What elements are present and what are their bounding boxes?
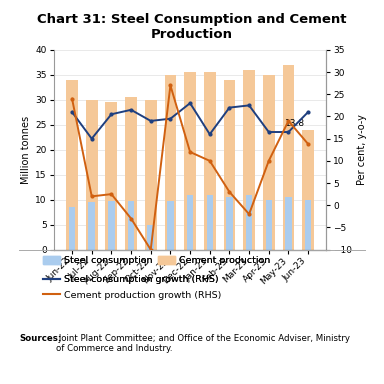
Bar (263, 75, 275, 250)
Bar (285, 197, 292, 250)
Bar (147, 225, 154, 250)
Steel consumption growth (RHS) (207, 132, 212, 137)
Legend: Steel consumption, Cement production: Steel consumption, Cement production (43, 256, 270, 265)
Bar (69, 207, 75, 250)
Cement production growth (RHS) (227, 190, 232, 194)
Text: Joint Plant Committee; and Office of the Economic Adviser, Ministry
of Commerce : Joint Plant Committee; and Office of the… (56, 334, 350, 354)
Bar (66, 80, 78, 250)
Bar (125, 98, 137, 250)
Steel consumption growth (RHS) (129, 108, 133, 112)
Bar (128, 201, 134, 250)
Cement production growth (RHS) (109, 192, 114, 197)
Line: Cement production growth (RHS): Cement production growth (RHS) (71, 84, 310, 251)
Cement production growth (RHS) (266, 159, 271, 163)
Bar (243, 70, 255, 250)
Bar (184, 73, 196, 250)
Steel consumption growth (RHS) (286, 130, 291, 134)
Steel consumption growth (RHS) (247, 103, 252, 108)
Bar (167, 201, 174, 250)
Bar (283, 65, 295, 250)
Steel consumption growth (RHS) (306, 110, 310, 114)
Bar (86, 100, 98, 250)
Steel consumption growth (RHS) (109, 112, 114, 117)
Bar (88, 202, 95, 250)
Y-axis label: Million tonnes: Million tonnes (21, 116, 31, 184)
Steel consumption growth (RHS) (149, 119, 153, 123)
Bar (226, 197, 233, 250)
Steel consumption growth (RHS) (227, 105, 232, 110)
Cement production growth (RHS) (89, 194, 94, 199)
Steel consumption growth (RHS) (89, 136, 94, 141)
Cement production growth (RHS) (247, 212, 252, 217)
Bar (265, 200, 272, 250)
Bar (204, 73, 216, 250)
Steel consumption growth (RHS) (168, 116, 173, 121)
Text: Chart 31: Steel Consumption and Cement
Production: Chart 31: Steel Consumption and Cement P… (37, 13, 347, 41)
Bar (207, 195, 213, 250)
Cement production growth (RHS) (70, 96, 74, 101)
Cement production growth (RHS) (149, 247, 153, 252)
Steel consumption growth (RHS) (188, 101, 192, 106)
Cement production growth (RHS) (168, 83, 173, 88)
Steel consumption growth (RHS) (266, 130, 271, 134)
Legend: Cement production growth (RHS): Cement production growth (RHS) (43, 291, 221, 300)
Y-axis label: Per cent, y-o-y: Per cent, y-o-y (356, 114, 366, 185)
Bar (145, 100, 157, 250)
Bar (106, 103, 117, 250)
Bar (223, 80, 235, 250)
Bar (246, 195, 252, 250)
Cement production growth (RHS) (306, 142, 310, 146)
Text: Sources:: Sources: (19, 334, 61, 343)
Cement production growth (RHS) (188, 150, 192, 154)
Bar (164, 75, 176, 250)
Text: 13.8: 13.8 (285, 119, 305, 128)
Bar (302, 130, 314, 250)
Cement production growth (RHS) (129, 216, 133, 221)
Cement production growth (RHS) (286, 119, 291, 123)
Bar (187, 195, 193, 250)
Bar (305, 200, 311, 250)
Line: Steel consumption growth (RHS): Steel consumption growth (RHS) (71, 102, 310, 140)
Legend: Steel consumption growth (RHS): Steel consumption growth (RHS) (43, 275, 218, 285)
Bar (108, 201, 115, 250)
Cement production growth (RHS) (207, 159, 212, 163)
Steel consumption growth (RHS) (70, 110, 74, 114)
